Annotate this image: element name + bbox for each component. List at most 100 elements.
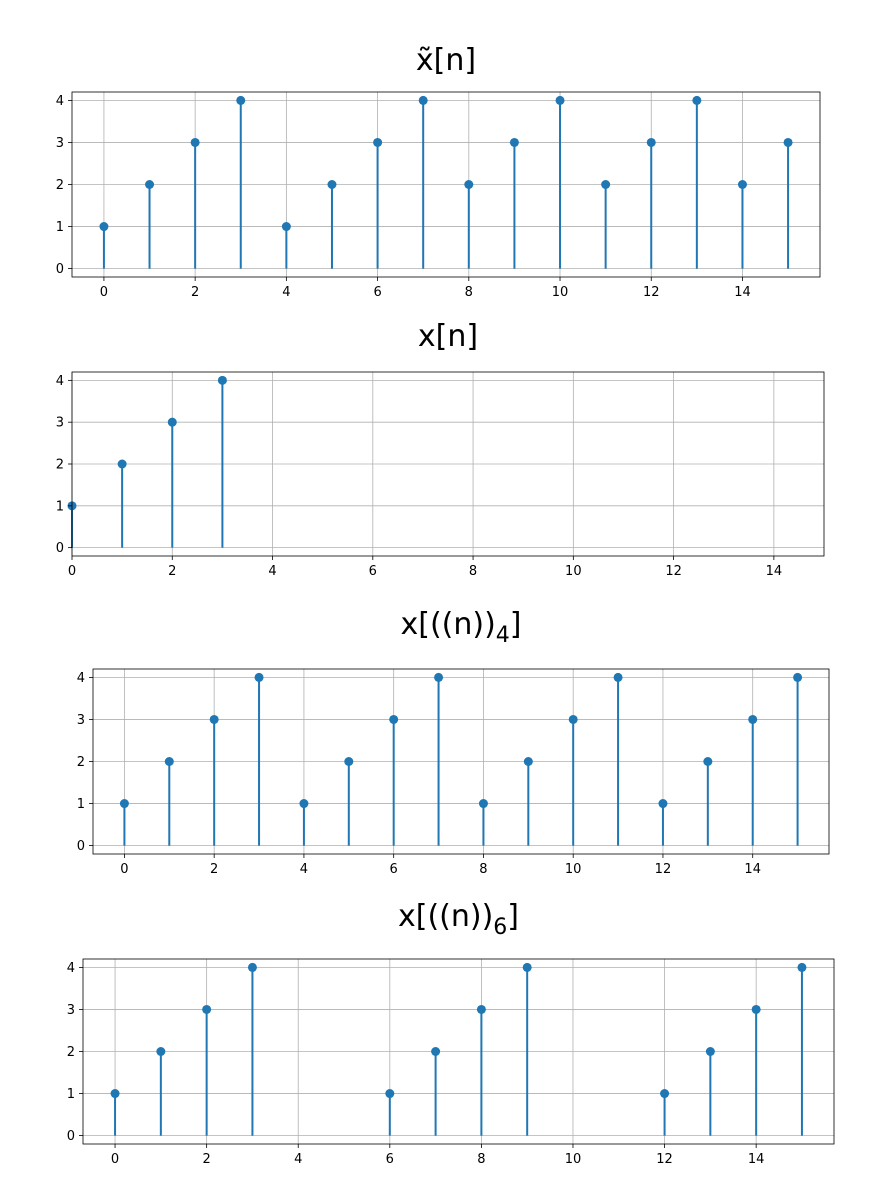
stem-marker bbox=[389, 714, 399, 724]
y-tick-label: 0 bbox=[67, 1129, 75, 1144]
stem-marker bbox=[522, 962, 532, 972]
x-tick-label: 14 bbox=[744, 862, 761, 877]
x-tick-label: 10 bbox=[565, 564, 582, 579]
stem-marker bbox=[236, 95, 246, 105]
stem-marker bbox=[167, 417, 177, 427]
y-tick-label: 3 bbox=[56, 416, 64, 431]
stem-marker bbox=[478, 799, 488, 809]
x-tick-label: 14 bbox=[734, 285, 751, 300]
stem-marker bbox=[281, 222, 291, 232]
stem-marker bbox=[476, 1004, 486, 1014]
x-tick-label: 10 bbox=[552, 285, 569, 300]
x-tick-label: 0 bbox=[120, 862, 128, 877]
chart-title: x̃[n] bbox=[416, 43, 476, 78]
stem-marker bbox=[601, 180, 611, 189]
x-tick-label: 8 bbox=[479, 862, 487, 877]
stem-marker bbox=[299, 799, 309, 809]
stem-marker bbox=[373, 137, 383, 147]
stem-marker bbox=[247, 962, 257, 972]
y-tick-label: 4 bbox=[56, 374, 64, 389]
y-tick-label: 3 bbox=[67, 1003, 75, 1018]
stem-marker bbox=[613, 672, 623, 682]
stem-marker bbox=[658, 799, 668, 809]
x-tick-label: 6 bbox=[386, 1152, 394, 1167]
chart-title: x[n] bbox=[418, 319, 478, 354]
stem-marker bbox=[344, 757, 354, 766]
y-tick-label: 2 bbox=[56, 458, 64, 473]
x-tick-label: 8 bbox=[477, 1152, 485, 1167]
stem-marker bbox=[418, 95, 428, 105]
stem-marker bbox=[117, 459, 127, 469]
x-tick-label: 0 bbox=[111, 1152, 119, 1167]
y-tick-label: 3 bbox=[77, 713, 85, 728]
y-tick-label: 4 bbox=[67, 961, 75, 976]
x-tick-label: 4 bbox=[268, 564, 276, 579]
stem-marker bbox=[797, 962, 807, 972]
stem-marker bbox=[568, 714, 578, 724]
stem-marker bbox=[509, 137, 519, 147]
x-tick-label: 2 bbox=[202, 1152, 210, 1167]
stem-marker bbox=[119, 799, 129, 809]
stem-marker bbox=[202, 1004, 212, 1014]
x-tick-label: 4 bbox=[282, 285, 290, 300]
y-tick-label: 0 bbox=[77, 839, 85, 854]
y-tick-label: 1 bbox=[67, 1087, 75, 1102]
x-tick-label: 14 bbox=[766, 564, 783, 579]
chart-title: x[((n))4] bbox=[400, 607, 521, 648]
stem-marker bbox=[327, 180, 337, 189]
x-tick-label: 6 bbox=[373, 285, 381, 300]
x-tick-label: 6 bbox=[390, 862, 398, 877]
y-tick-label: 2 bbox=[56, 178, 64, 193]
y-tick-label: 2 bbox=[67, 1045, 75, 1060]
stem-marker bbox=[660, 1089, 670, 1099]
x-tick-label: 2 bbox=[168, 564, 176, 579]
stem-marker bbox=[254, 672, 264, 682]
x-tick-label: 0 bbox=[68, 564, 76, 579]
x-tick-label: 0 bbox=[100, 285, 108, 300]
stem-marker bbox=[751, 1004, 761, 1014]
stem-marker bbox=[217, 375, 227, 385]
y-tick-label: 0 bbox=[56, 541, 64, 556]
y-tick-label: 3 bbox=[56, 136, 64, 151]
stem-marker bbox=[464, 180, 474, 189]
y-tick-label: 1 bbox=[56, 499, 64, 514]
stem-marker bbox=[523, 757, 533, 766]
stem-marker bbox=[190, 137, 200, 147]
stem-marker bbox=[748, 714, 758, 724]
y-tick-label: 1 bbox=[56, 220, 64, 235]
x-tick-label: 8 bbox=[469, 564, 477, 579]
x-tick-label: 12 bbox=[655, 862, 672, 877]
x-tick-label: 12 bbox=[643, 285, 660, 300]
stem-marker bbox=[555, 95, 565, 105]
x-tick-label: 2 bbox=[191, 285, 199, 300]
stem-marker bbox=[145, 180, 155, 189]
stem-marker bbox=[646, 137, 656, 147]
x-tick-label: 8 bbox=[465, 285, 473, 300]
stem-marker bbox=[385, 1089, 395, 1099]
stem-marker bbox=[431, 1047, 441, 1056]
stem-marker bbox=[156, 1047, 166, 1056]
x-tick-label: 12 bbox=[656, 1152, 673, 1167]
y-tick-label: 4 bbox=[77, 671, 85, 686]
stem-marker bbox=[783, 137, 793, 147]
x-tick-label: 6 bbox=[369, 564, 377, 579]
y-tick-label: 2 bbox=[77, 755, 85, 770]
stem-marker bbox=[434, 672, 444, 682]
stem-marker bbox=[110, 1089, 120, 1099]
x-tick-label: 14 bbox=[748, 1152, 765, 1167]
y-tick-label: 1 bbox=[77, 797, 85, 812]
x-tick-label: 10 bbox=[565, 1152, 582, 1167]
x-tick-label: 10 bbox=[565, 862, 582, 877]
x-tick-label: 4 bbox=[300, 862, 308, 877]
x-tick-label: 12 bbox=[665, 564, 682, 579]
y-tick-label: 4 bbox=[56, 94, 64, 109]
stem-marker bbox=[703, 757, 713, 766]
stem-marker bbox=[692, 95, 702, 105]
y-tick-label: 0 bbox=[56, 262, 64, 277]
stem-marker bbox=[99, 222, 109, 232]
chart-title: x[((n))6] bbox=[398, 899, 519, 940]
